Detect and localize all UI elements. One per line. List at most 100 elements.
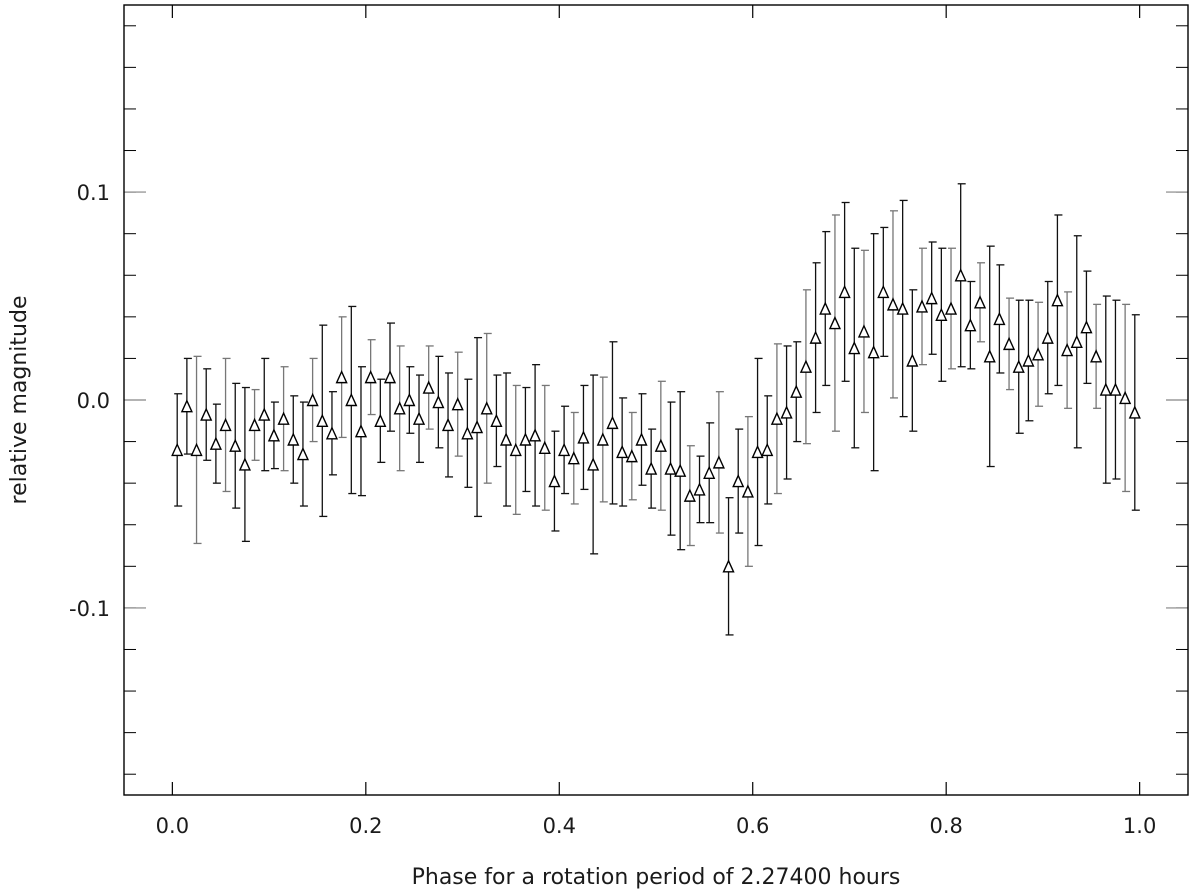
data-point-marker [799,359,813,373]
y-axis-label: relative magnitude [7,296,32,505]
data-point-marker [393,401,406,415]
data-point-marker [383,369,397,384]
data-point-marker [296,446,310,461]
data-point-marker [848,340,861,355]
data-point-marker [1099,382,1112,396]
data-point-marker [596,432,609,446]
data-point-marker [983,349,996,363]
data-point-marker [761,442,774,457]
data-point-marker [587,457,600,471]
data-point-marker [422,380,435,394]
data-point-marker [809,330,822,344]
data-point-marker [509,442,522,457]
data-point-marker [403,392,416,407]
data-point-marker [480,401,493,415]
x-tick-label: 0.0 [156,814,189,838]
data-point-marker [654,438,667,452]
data-point-marker [741,484,754,498]
data-point-marker [519,432,532,446]
data-point-marker [219,417,232,432]
data-point-marker [354,423,368,438]
data-point-marker [1031,347,1045,361]
data-markers [171,268,1141,573]
data-point-marker [625,448,638,463]
data-point-marker [857,324,871,338]
data-point-marker [925,290,938,305]
data-point-marker [664,461,677,475]
data-point-marker [683,488,696,502]
plot-frame [123,4,1189,796]
data-point-marker [432,394,445,409]
data-point-marker [790,384,803,398]
data-point-marker [712,455,725,469]
y-tick-label: 0.0 [77,389,110,413]
data-point-marker [751,444,764,459]
data-point-marker [973,295,987,309]
data-point-marker [674,463,687,477]
data-point-marker [819,301,832,315]
data-point-marker [335,369,348,384]
data-point-marker [171,442,184,457]
data-point-marker [828,315,842,330]
data-point-marker [461,426,474,440]
x-tick-label: 0.8 [929,814,962,838]
data-point-marker [838,284,851,299]
data-point-marker [499,432,513,446]
data-point-marker [1002,336,1016,351]
data-point-marker [1061,342,1074,357]
data-point-marker [1051,293,1064,307]
data-point-marker [954,268,967,282]
data-point-marker [238,457,251,471]
data-point-marker [635,432,648,446]
data-point-marker [935,307,948,321]
data-point-marker [267,428,281,442]
data-point-marker [441,417,455,432]
data-point-marker [412,411,426,425]
x-tick-label: 1.0 [1123,814,1156,838]
y-tick-labels: 0.1 0.0 -0.1 [69,181,110,621]
data-point-marker [1128,405,1141,419]
data-point-marker [780,405,793,419]
data-point-marker [1070,334,1083,348]
data-point-marker [316,413,329,427]
data-point-marker [1041,330,1054,344]
data-point-marker [703,465,716,479]
data-point-marker [896,301,909,315]
data-point-marker [1119,390,1132,405]
x-tick-label: 0.2 [349,814,382,838]
data-point-marker [567,451,580,465]
data-point-marker [906,353,919,367]
data-point-marker [277,411,290,425]
data-point-marker [306,392,319,407]
data-point-marker [915,299,929,313]
x-tick-labels: 0.0 0.2 0.4 0.6 0.8 1.0 [156,814,1157,838]
data-point-marker [325,426,339,440]
data-point-marker [470,419,484,434]
data-point-marker [1090,349,1103,363]
data-point-marker [258,407,271,421]
x-tick-label: 0.4 [543,814,576,838]
data-point-marker [606,415,619,430]
minor-ticks [124,25,1188,775]
data-point-marker [1012,359,1025,373]
data-point-marker [548,473,561,488]
data-point-marker [538,440,551,455]
data-point-marker [770,411,783,425]
major-ticks [124,5,1188,795]
data-point-marker [490,413,503,427]
data-point-marker [248,417,261,432]
data-point-marker [732,473,745,488]
data-point-marker [867,344,880,359]
data-point-marker [558,442,571,457]
data-point-marker [190,442,203,457]
y-tick-label: -0.1 [69,597,110,621]
data-point-marker [287,432,300,446]
data-point-marker [944,301,958,315]
data-point-marker [364,369,377,384]
data-point-marker [1109,382,1122,396]
data-point-marker [616,444,629,459]
x-axis-label: Phase for a rotation period of 2.27400 h… [412,865,901,890]
